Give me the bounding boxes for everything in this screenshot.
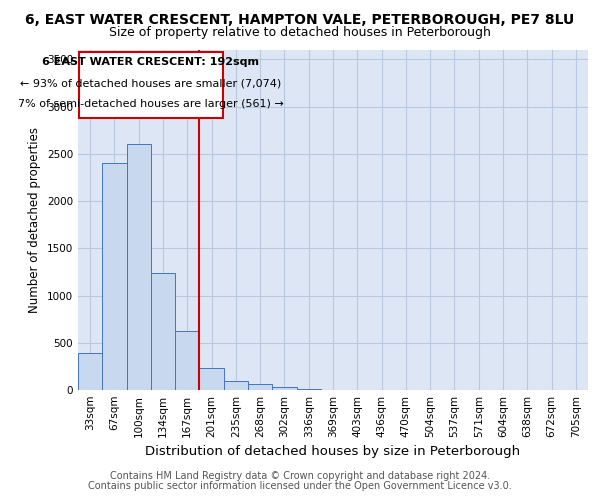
Bar: [79, 52, 223, 118]
Bar: [127, 144, 151, 390]
Bar: [248, 384, 272, 390]
Text: 7% of semi-detached houses are larger (561) →: 7% of semi-detached houses are larger (5…: [18, 99, 284, 109]
Bar: [102, 164, 127, 390]
Y-axis label: Number of detached properties: Number of detached properties: [28, 127, 41, 313]
Text: ← 93% of detached houses are smaller (7,074): ← 93% of detached houses are smaller (7,…: [20, 78, 281, 88]
Bar: [224, 380, 248, 390]
Bar: [296, 389, 321, 390]
Text: Size of property relative to detached houses in Peterborough: Size of property relative to detached ho…: [109, 26, 491, 39]
Text: 6, EAST WATER CRESCENT, HAMPTON VALE, PETERBOROUGH, PE7 8LU: 6, EAST WATER CRESCENT, HAMPTON VALE, PE…: [25, 12, 575, 26]
Bar: [151, 273, 175, 390]
Text: Contains public sector information licensed under the Open Government Licence v3: Contains public sector information licen…: [88, 481, 512, 491]
Bar: [272, 387, 296, 390]
Text: 6 EAST WATER CRESCENT: 192sqm: 6 EAST WATER CRESCENT: 192sqm: [43, 58, 259, 68]
Bar: [78, 353, 102, 390]
Bar: [199, 368, 224, 390]
X-axis label: Distribution of detached houses by size in Peterborough: Distribution of detached houses by size …: [145, 446, 521, 458]
Bar: [175, 330, 199, 390]
Text: Contains HM Land Registry data © Crown copyright and database right 2024.: Contains HM Land Registry data © Crown c…: [110, 471, 490, 481]
